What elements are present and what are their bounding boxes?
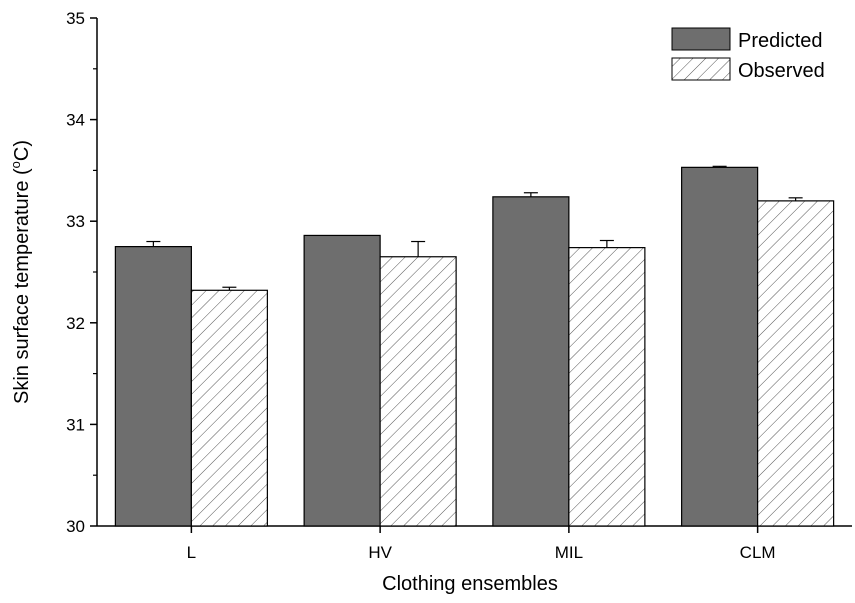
- x-tick-label-HV: HV: [368, 543, 392, 562]
- legend-swatch-observed: [671, 57, 731, 81]
- bar-predicted-HV: [303, 234, 381, 527]
- bar-observed-CLM: [757, 200, 835, 527]
- x-axis-ticks: L HV MIL CLM: [187, 526, 776, 562]
- legend-swatch-predicted: [671, 27, 731, 51]
- y-axis-title: Skin surface temperature (oC): [8, 140, 33, 404]
- bar-observed-L: [190, 289, 268, 527]
- bar-predicted-CLM: [681, 166, 759, 527]
- bar-predicted-MIL: [492, 196, 570, 527]
- legend-label-observed: Observed: [738, 60, 825, 82]
- x-axis-title: Clothing ensembles: [382, 573, 558, 595]
- y-axis-ticks: 30 31 32 33 34 35: [66, 9, 97, 536]
- y-axis-title-unit: C): [11, 140, 33, 161]
- bar-observed-HV: [379, 256, 457, 527]
- y-tick-label-31: 31: [66, 415, 85, 434]
- y-tick-label-32: 32: [66, 314, 85, 333]
- bar-group: [114, 166, 835, 527]
- y-tick-label-34: 34: [66, 111, 85, 130]
- y-axis-title-main: Skin surface temperature (: [11, 168, 33, 404]
- y-axis-title-superscript: o: [8, 161, 23, 168]
- legend-label-predicted: Predicted: [738, 30, 823, 52]
- x-tick-label-MIL: MIL: [555, 543, 583, 562]
- y-tick-label-33: 33: [66, 212, 85, 231]
- legend: Predicted Observed: [671, 27, 825, 82]
- bar-observed-MIL: [568, 247, 646, 527]
- bar-predicted-L: [114, 246, 192, 527]
- error-bars: [146, 165, 803, 291]
- y-tick-label-35: 35: [66, 9, 85, 28]
- x-tick-label-CLM: CLM: [740, 543, 776, 562]
- x-tick-label-L: L: [187, 543, 196, 562]
- y-tick-label-30: 30: [66, 517, 85, 536]
